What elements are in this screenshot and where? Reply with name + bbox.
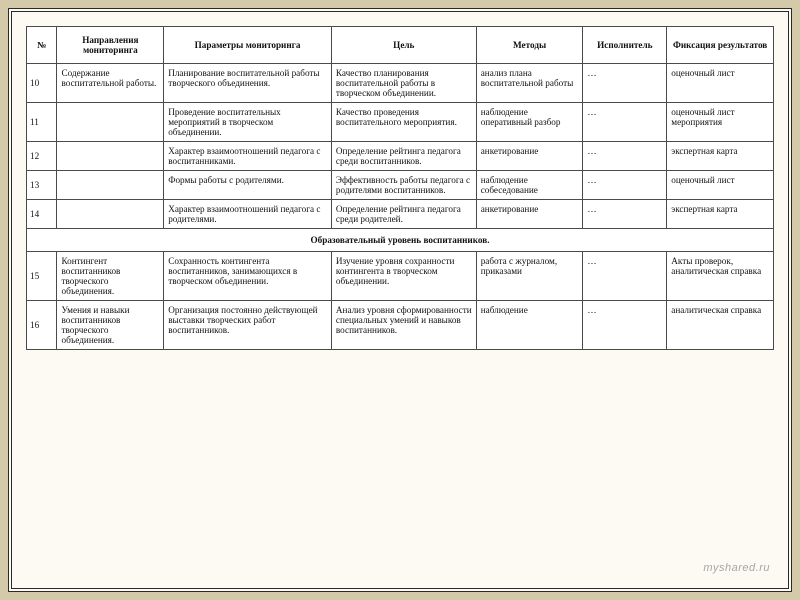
cell-num: 14: [27, 200, 57, 229]
table-row: 10Содержание воспитательной работы.Плани…: [27, 64, 774, 103]
cell-params: Организация постоянно действующей выстав…: [164, 301, 332, 350]
cell-result: оценочный лист: [667, 64, 774, 103]
cell-direction: [57, 171, 164, 200]
cell-executor: …: [583, 301, 667, 350]
cell-params: Проведение воспитательных мероприятий в …: [164, 103, 332, 142]
cell-num: 10: [27, 64, 57, 103]
cell-methods: наблюдение собеседование: [476, 171, 583, 200]
table-header-row: №Направления мониторингаПараметры монито…: [27, 27, 774, 64]
cell-goal: Изучение уровня сохранности контингента …: [331, 252, 476, 301]
section-title: Образовательный уровень воспитанников.: [27, 229, 774, 252]
cell-params: Характер взаимоотношений педагога с роди…: [164, 200, 332, 229]
cell-num: 16: [27, 301, 57, 350]
table-row: 15Контингент воспитанников творческого о…: [27, 252, 774, 301]
table-row: 16Умения и навыки воспитанников творческ…: [27, 301, 774, 350]
cell-num: 15: [27, 252, 57, 301]
cell-num: 12: [27, 142, 57, 171]
cell-result: аналитическая справка: [667, 301, 774, 350]
column-header-goal: Цель: [331, 27, 476, 64]
table-row: 11 Проведение воспитательных мероприятий …: [27, 103, 774, 142]
table-row: 14 Характер взаимоотношений педагога с ро…: [27, 200, 774, 229]
cell-goal: Эффективность работы педагога с родителя…: [331, 171, 476, 200]
cell-executor: …: [583, 142, 667, 171]
cell-direction: [57, 142, 164, 171]
column-header-num: №: [27, 27, 57, 64]
cell-result: экспертная карта: [667, 200, 774, 229]
column-header-params: Параметры мониторинга: [164, 27, 332, 64]
watermark: myshared.ru: [703, 562, 770, 574]
column-header-methods: Методы: [476, 27, 583, 64]
cell-params: Характер взаимоотношений педагога с восп…: [164, 142, 332, 171]
cell-methods: анкетирование: [476, 200, 583, 229]
cell-goal: Определение рейтинга педагога среди роди…: [331, 200, 476, 229]
cell-direction: Умения и навыки воспитанников творческог…: [57, 301, 164, 350]
cell-methods: работа с журналом, приказами: [476, 252, 583, 301]
cell-goal: Качество проведения воспитательного меро…: [331, 103, 476, 142]
cell-goal: Определение рейтинга педагога среди восп…: [331, 142, 476, 171]
document-page: №Направления мониторингаПараметры монито…: [8, 8, 792, 592]
table-row: 13 Формы работы с родителями.Эффективност…: [27, 171, 774, 200]
column-header-direction: Направления мониторинга: [57, 27, 164, 64]
cell-result: оценочный лист мероприятия: [667, 103, 774, 142]
cell-executor: …: [583, 252, 667, 301]
cell-methods: анкетирование: [476, 142, 583, 171]
cell-executor: …: [583, 64, 667, 103]
column-header-result: Фиксация результатов: [667, 27, 774, 64]
cell-result: Акты проверок, аналитическая справка: [667, 252, 774, 301]
cell-result: экспертная карта: [667, 142, 774, 171]
cell-methods: наблюдение оперативный разбор: [476, 103, 583, 142]
column-header-executor: Исполнитель: [583, 27, 667, 64]
cell-direction: [57, 103, 164, 142]
watermark-text: myshared.ru: [703, 562, 770, 574]
cell-executor: …: [583, 103, 667, 142]
cell-direction: [57, 200, 164, 229]
monitoring-table: №Направления мониторингаПараметры монито…: [26, 26, 774, 350]
section-row: Образовательный уровень воспитанников.: [27, 229, 774, 252]
cell-methods: анализ плана воспитательной работы: [476, 64, 583, 103]
cell-executor: …: [583, 200, 667, 229]
cell-num: 11: [27, 103, 57, 142]
cell-methods: наблюдение: [476, 301, 583, 350]
cell-params: Планирование воспитательной работы творч…: [164, 64, 332, 103]
cell-num: 13: [27, 171, 57, 200]
cell-goal: Качество планирования воспитательной раб…: [331, 64, 476, 103]
cell-result: оценочный лист: [667, 171, 774, 200]
cell-executor: …: [583, 171, 667, 200]
cell-direction: Содержание воспитательной работы.: [57, 64, 164, 103]
table-row: 12 Характер взаимоотношений педагога с во…: [27, 142, 774, 171]
cell-params: Формы работы с родителями.: [164, 171, 332, 200]
cell-direction: Контингент воспитанников творческого объ…: [57, 252, 164, 301]
cell-goal: Анализ уровня сформированности специальн…: [331, 301, 476, 350]
cell-params: Сохранность контингента воспитанников, з…: [164, 252, 332, 301]
